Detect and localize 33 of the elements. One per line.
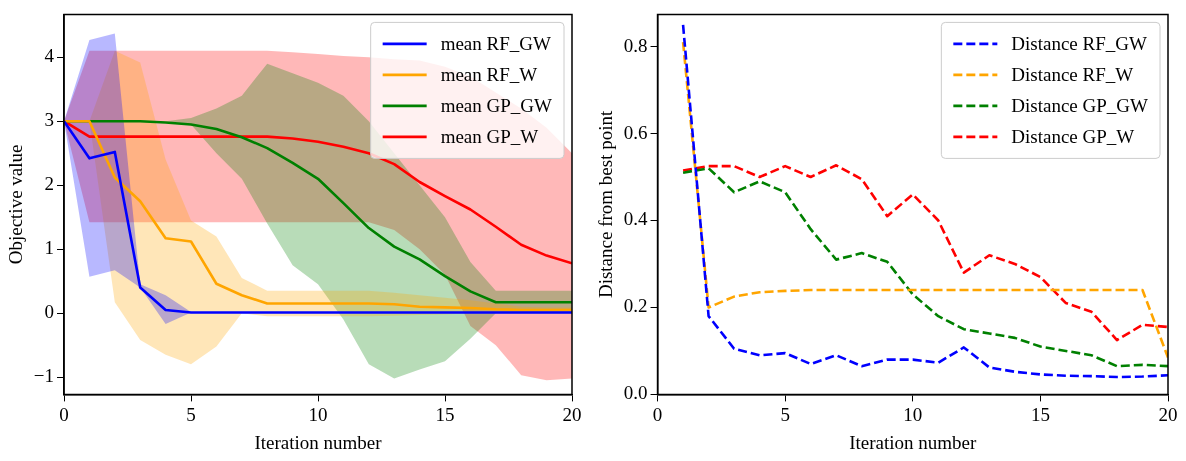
y-tick-label: 1 [44, 237, 55, 259]
legend-label: Distance RF_GW [1011, 32, 1148, 54]
x-tick-label: 0 [59, 403, 69, 425]
y-tick-label: 0.6 [623, 121, 648, 143]
x-tick-label: 10 [308, 403, 328, 425]
legend-label: Distance RF_W [1011, 63, 1134, 85]
y-axis-title: Objective value [5, 144, 27, 265]
y-tick-label: 2 [44, 173, 55, 195]
x-tick-label: 15 [1030, 403, 1050, 425]
y-axis-title: Distance from best point [595, 110, 617, 299]
x-tick-label: 15 [435, 403, 455, 425]
x-axis-title: Iteration number [849, 431, 978, 453]
x-tick-label: 20 [562, 403, 582, 425]
legend-label: mean GP_W [440, 125, 539, 147]
y-tick-label: 0.4 [623, 208, 649, 230]
y-tick-label: 0 [44, 301, 55, 323]
legend-label: Distance GP_GW [1011, 94, 1149, 116]
legend-label: Distance GP_W [1011, 125, 1135, 147]
x-tick-label: 5 [186, 403, 196, 425]
y-tick-label: 3 [44, 109, 55, 131]
legend-label: mean RF_W [440, 63, 538, 85]
y-tick-label: 0.0 [623, 382, 648, 404]
x-tick-label: 20 [1158, 403, 1178, 425]
legend-label: mean GP_GW [440, 94, 553, 116]
y-tick-label: −1 [33, 365, 55, 387]
legend-label: mean RF_GW [440, 32, 552, 54]
x-tick-label: 5 [780, 403, 790, 425]
x-axis-title: Iteration number [254, 431, 383, 453]
y-tick-label: 4 [44, 45, 55, 67]
y-tick-label: 0.2 [623, 295, 648, 317]
y-tick-label: 0.8 [623, 34, 648, 56]
x-tick-label: 10 [903, 403, 923, 425]
x-tick-label: 0 [652, 403, 663, 425]
